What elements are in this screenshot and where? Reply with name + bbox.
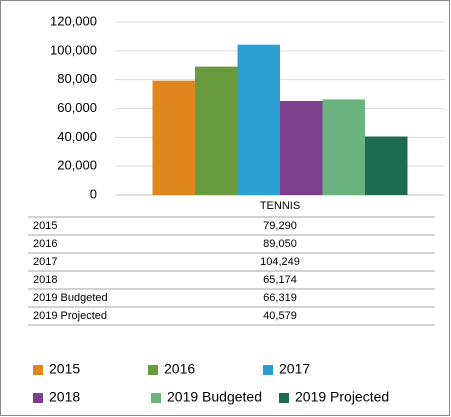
legend-label: 2019 Budgeted	[167, 389, 262, 405]
y-tick-label: 120,000	[50, 13, 97, 28]
legend-label: 2017	[279, 361, 310, 377]
table-row-label: 2019 Projected	[33, 310, 107, 322]
legend-swatch	[148, 365, 158, 375]
bar	[322, 99, 365, 195]
y-tick-label: 80,000	[57, 71, 97, 86]
table-row-label: 2018	[33, 274, 57, 286]
legend-label: 2018	[49, 389, 80, 405]
table-row-label: 2016	[33, 238, 57, 250]
table-value: 104,249	[260, 256, 300, 268]
table-value: 40,579	[263, 310, 297, 322]
legend-label: 2016	[164, 361, 195, 377]
legend-label: 2015	[49, 361, 80, 377]
bar	[280, 101, 323, 195]
table-row-label: 2015	[33, 220, 57, 232]
legend-swatch	[33, 393, 43, 403]
legend-swatch	[33, 365, 43, 375]
table-value: 66,319	[263, 292, 297, 304]
bar	[152, 80, 195, 195]
legend-swatch	[279, 393, 289, 403]
y-tick-label: 60,000	[57, 100, 97, 115]
y-tick-label: 100,000	[50, 42, 97, 57]
y-tick-label: 40,000	[57, 129, 97, 144]
y-tick-label: 0	[90, 186, 97, 201]
bar	[365, 136, 408, 195]
table-value: 79,290	[263, 220, 297, 232]
x-tick-label: TENNIS	[260, 200, 300, 212]
table-value: 89,050	[263, 238, 297, 250]
table-value: 65,174	[263, 274, 297, 286]
table-row-label: 2019 Budgeted	[33, 292, 108, 304]
legend-label: 2019 Projected	[295, 389, 389, 405]
legend-swatch	[263, 365, 273, 375]
y-tick-label: 20,000	[57, 158, 97, 173]
bar	[237, 44, 280, 196]
bar	[195, 66, 238, 195]
table-row-label: 2017	[33, 256, 57, 268]
legend-swatch	[151, 393, 161, 403]
